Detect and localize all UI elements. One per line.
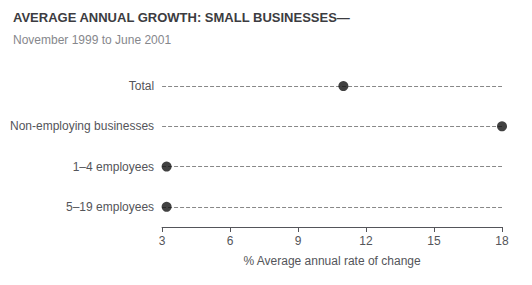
svg-text:1–4 employees: 1–4 employees <box>73 160 154 174</box>
svg-text:9: 9 <box>295 234 302 248</box>
svg-text:5–19 employees: 5–19 employees <box>66 200 154 214</box>
svg-text:12: 12 <box>359 234 373 248</box>
svg-text:15: 15 <box>427 234 441 248</box>
svg-text:18: 18 <box>495 234 509 248</box>
svg-text:3: 3 <box>159 234 166 248</box>
svg-text:Total: Total <box>129 79 154 93</box>
svg-text:November 1999 to June 2001: November 1999 to June 2001 <box>13 33 171 47</box>
svg-text:6: 6 <box>227 234 234 248</box>
svg-text:AVERAGE ANNUAL GROWTH: SMALL B: AVERAGE ANNUAL GROWTH: SMALL BUSINESSES— <box>13 10 350 25</box>
svg-text:Non-employing businesses: Non-employing businesses <box>10 119 154 133</box>
svg-text:% Average annual rate of chang: % Average annual rate of change <box>243 254 421 268</box>
